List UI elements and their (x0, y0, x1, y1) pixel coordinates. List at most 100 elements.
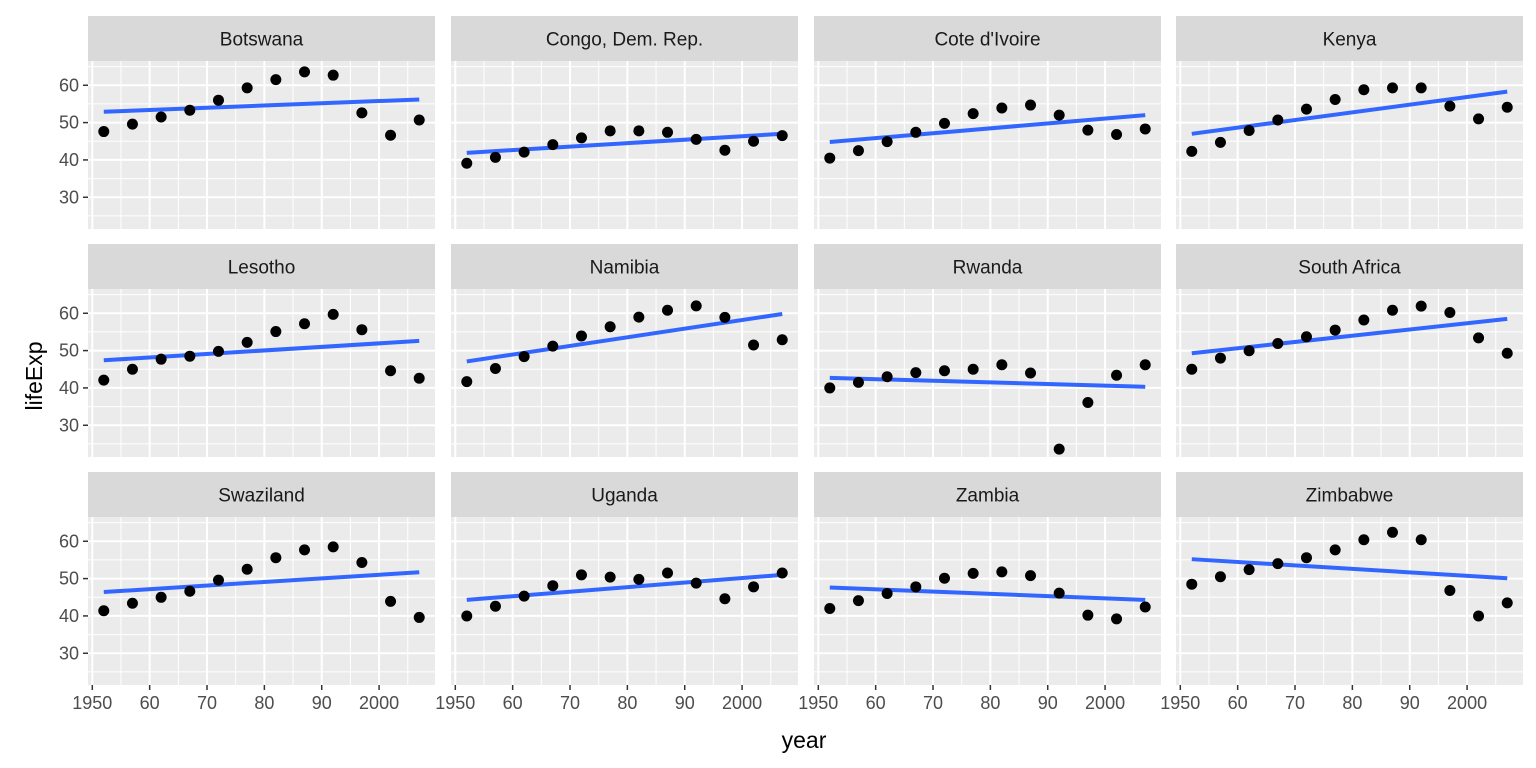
data-point (241, 563, 253, 575)
data-point (1329, 544, 1341, 556)
x-tick-label: 90 (675, 693, 695, 713)
data-point (1139, 359, 1151, 371)
x-axis-title: year (782, 727, 827, 753)
data-point (852, 145, 864, 157)
data-point (327, 308, 339, 320)
data-point (1082, 609, 1094, 621)
panel-background (451, 517, 798, 685)
trend-line (829, 585, 1146, 602)
data-point (1243, 124, 1255, 136)
trend-line (103, 570, 420, 595)
x-tick-label: 80 (980, 693, 1000, 713)
data-point (719, 311, 731, 323)
data-point (461, 157, 473, 169)
y-tick-label: 50 (59, 341, 79, 361)
y-tick-label: 60 (59, 531, 79, 551)
panel-background (814, 517, 1161, 685)
x-tick-label: 90 (1400, 693, 1420, 713)
data-point (126, 118, 138, 130)
x-tick-label: 70 (560, 693, 580, 713)
x-tick-label: 2000 (359, 693, 399, 713)
data-point (633, 573, 645, 585)
data-point (910, 367, 922, 379)
data-point (1139, 601, 1151, 613)
data-point (1444, 100, 1456, 112)
data-point (98, 374, 110, 386)
x-tick-label: 1950 (435, 693, 475, 713)
x-tick-label: 70 (197, 693, 217, 713)
data-point (1053, 587, 1065, 599)
facet-strip-label: Lesotho (228, 258, 296, 279)
data-point (184, 104, 196, 116)
panel-background (1176, 289, 1523, 457)
data-point (184, 350, 196, 362)
data-point (1214, 352, 1226, 364)
data-point (690, 133, 702, 145)
data-point (270, 74, 282, 86)
data-point (299, 318, 311, 330)
x-tick-label: 80 (254, 693, 274, 713)
facet-strip (1176, 244, 1523, 289)
facet-strip-label: South Africa (1298, 258, 1401, 279)
y-tick-label: 40 (59, 378, 79, 398)
data-point (967, 567, 979, 579)
facet-strip (1176, 16, 1523, 61)
facet-strip (88, 16, 435, 61)
data-point (547, 139, 559, 151)
data-point (575, 330, 587, 342)
data-point (356, 107, 368, 119)
data-point (1387, 304, 1399, 316)
x-tick-label: 80 (1342, 693, 1362, 713)
data-point (1415, 300, 1427, 312)
data-point (1186, 578, 1198, 590)
data-point (938, 572, 950, 584)
data-point (1387, 526, 1399, 538)
data-point (212, 345, 224, 357)
data-point (327, 541, 339, 553)
panel-background (451, 289, 798, 457)
data-point (604, 125, 616, 137)
data-point (910, 126, 922, 138)
data-point (662, 567, 674, 579)
data-point (852, 595, 864, 607)
trend-line (1191, 316, 1508, 356)
y-tick-label: 40 (59, 150, 79, 170)
data-point (748, 135, 760, 147)
data-point (1111, 129, 1123, 141)
data-point (1025, 99, 1037, 111)
data-point (662, 126, 674, 138)
y-axis-title: lifeExp (21, 341, 47, 410)
data-point (852, 376, 864, 388)
y-tick-label: 30 (59, 643, 79, 663)
data-point (575, 569, 587, 581)
facet-strip-label: Zimbabwe (1306, 486, 1394, 507)
data-point (748, 339, 760, 351)
x-tick-label: 60 (140, 693, 160, 713)
data-point (547, 580, 559, 592)
data-point (1358, 314, 1370, 326)
y-tick-label: 40 (59, 606, 79, 626)
data-point (633, 311, 645, 323)
data-point (299, 544, 311, 556)
data-point (1243, 564, 1255, 576)
facet-strip-label: Cote d'Ivoire (934, 30, 1040, 51)
data-point (356, 324, 368, 336)
data-point (1272, 558, 1284, 570)
data-point (327, 69, 339, 81)
facet-panel: Zimbabwe 1950 60 70 80 90 2000 (1160, 472, 1523, 713)
data-point (1082, 396, 1094, 408)
facet-grid: Botswana 30 40 50 60 Congo, Dem. Rep. Cote d'I… (59, 16, 1523, 713)
data-point (662, 304, 674, 316)
data-point (241, 82, 253, 94)
data-point (1415, 534, 1427, 546)
data-point (270, 552, 282, 564)
x-tick-label: 1950 (72, 693, 112, 713)
data-point (1329, 93, 1341, 105)
panel-background (88, 289, 435, 457)
facet-strip-label: Zambia (956, 486, 1020, 507)
x-tick-label: 70 (1285, 693, 1305, 713)
x-tick-label: 1950 (798, 693, 838, 713)
facet-strip-label: Botswana (220, 30, 304, 51)
data-point (1358, 534, 1370, 546)
